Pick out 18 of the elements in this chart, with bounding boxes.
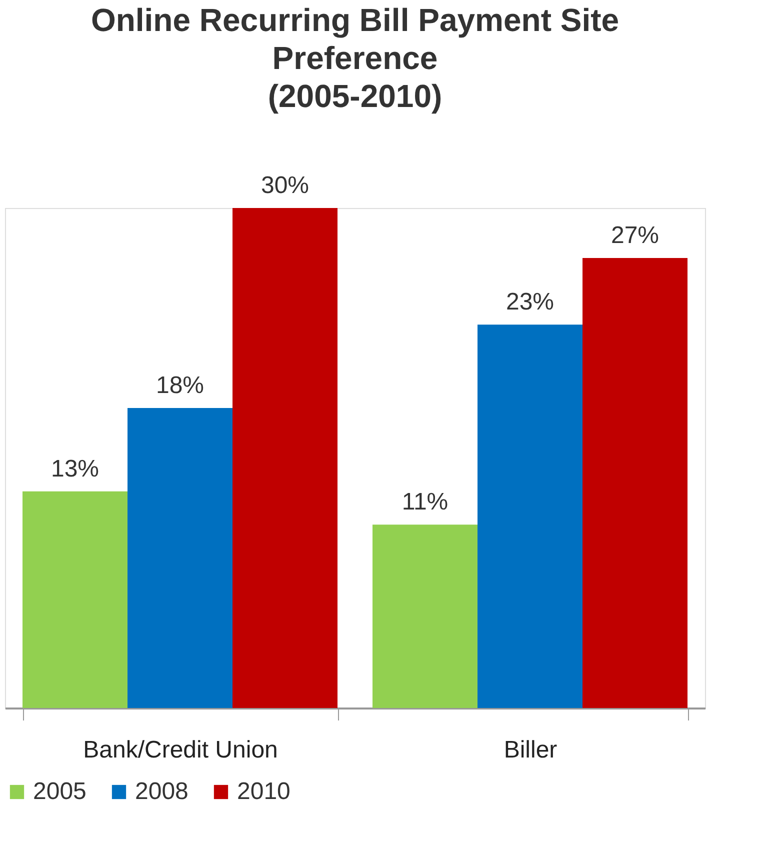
legend-label: 2010 bbox=[237, 778, 290, 805]
bar bbox=[128, 408, 232, 708]
x-tick-label: Biller bbox=[504, 736, 558, 764]
legend-label: 2008 bbox=[135, 778, 188, 805]
data-label: 30% bbox=[260, 172, 310, 199]
data-label: 13% bbox=[50, 455, 100, 482]
data-label: 27% bbox=[610, 222, 660, 249]
data-label: 23% bbox=[506, 288, 554, 316]
legend-label: 2005 bbox=[33, 778, 86, 805]
data-label: 18% bbox=[156, 372, 204, 399]
chart-title: Online Recurring Bill Payment Site Preference (2005-2010) bbox=[90, 2, 620, 114]
bar bbox=[232, 208, 338, 708]
bar bbox=[22, 491, 128, 708]
data-label: 11% bbox=[402, 488, 448, 516]
bar bbox=[582, 258, 688, 708]
x-tick-label: Bank/Credit Union bbox=[83, 736, 278, 764]
bar bbox=[372, 524, 478, 708]
bar bbox=[478, 324, 582, 708]
